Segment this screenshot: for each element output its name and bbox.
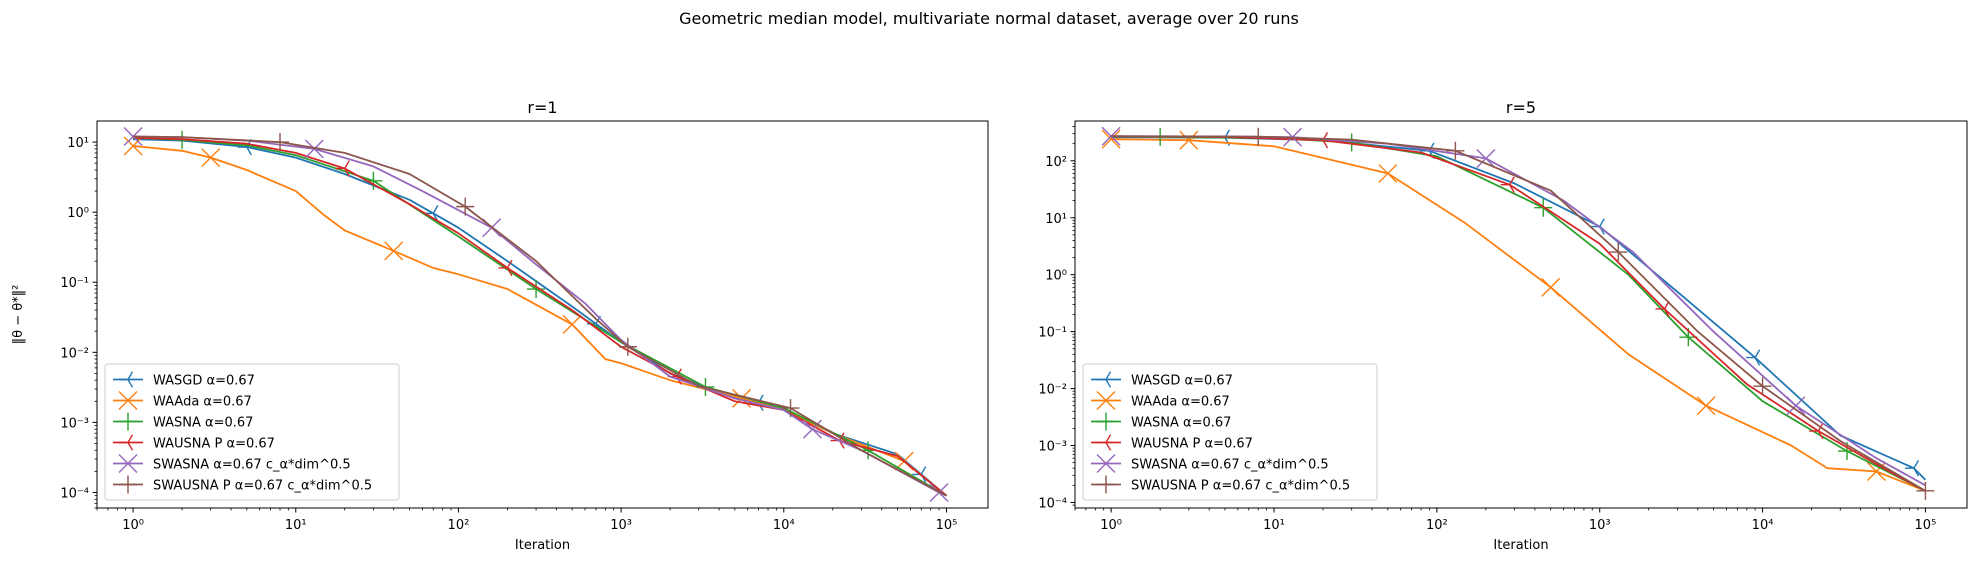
legend-entry: WAAda α=0.67 [153,395,252,410]
series-marker [1541,277,1561,297]
legend-entry: WASGD α=0.67 [153,374,255,389]
series-marker [1378,163,1398,183]
legend-marker [118,391,138,410]
series-marker [1916,481,1935,500]
series-marker [802,419,822,439]
y-tick-label: 10¹ [67,136,89,151]
y-tick-label: 10⁻¹ [60,276,89,291]
y-axis-label: ‖θ − θ*‖² [11,285,26,345]
x-tick-label: 10³ [610,518,632,533]
y-tick-label: 10⁻² [60,346,89,361]
legend-marker [119,475,137,494]
x-tick-label: 10² [448,518,470,533]
series-marker [781,399,800,418]
series-line [1111,135,1926,492]
series-marker [1753,377,1772,396]
series-marker [1446,141,1465,160]
legend-box [104,363,400,501]
y-tick-label: 10⁻¹ [1038,326,1067,341]
x-tick-label: 10¹ [1263,518,1285,533]
x-tick-label: 10¹ [285,518,307,533]
legend-entry: SWASNA α=0.67 c_α*dim^0.5 [153,458,351,473]
x-tick-label: 10⁴ [773,518,795,533]
series-marker [1101,129,1121,149]
y-tick-label: 10⁻³ [60,416,89,431]
legend-marker [118,454,138,473]
legend-entry: WASNA α=0.67 [153,416,253,431]
x-tick-label: 10² [1426,518,1448,533]
legend: WASGD α=0.67 WAAda α=0.67 WASNA α=0.67 WAUS… [104,363,400,501]
x-tick-label: 10⁰ [122,518,144,533]
plot-area [1101,126,1935,500]
panel-title: r=1 [527,98,557,117]
legend-entry: WAUSNA P α=0.67 [153,437,275,452]
series-marker [1500,176,1515,193]
chart-panel-r1: r=1 10⁰ 10¹ 10² 10³ 10⁴ 10⁵ 10⁻⁴ 10⁻³ 10⁻² 10⁻¹ 10⁰… [11,98,989,553]
plot-area [123,127,949,502]
y-tick-label: 10⁰ [67,206,89,221]
y-tick-label: 10¹ [1045,212,1067,227]
legend-marker [1097,475,1115,494]
y-tick-label: 10⁰ [1045,269,1067,284]
panel-title: r=5 [1506,98,1536,117]
axes-frame [96,120,989,509]
legend-marker [1096,454,1116,473]
series-marker [335,160,350,177]
series-marker [1786,396,1806,416]
x-tick-label: 10⁰ [1100,518,1122,533]
legend-entry: SWAUSNA P α=0.67 c_α*dim^0.5 [1131,479,1350,494]
x-tick-label: 10³ [1589,518,1611,533]
series-line [133,136,947,497]
x-axis-label: Iteration [1493,538,1548,553]
x-tick-label: 10⁵ [1915,518,1937,533]
legend-entry: SWASNA α=0.67 c_α*dim^0.5 [1131,458,1329,473]
series-marker [1696,396,1716,416]
series-marker [271,133,290,152]
series-marker [123,127,143,147]
legend-entry: WAUSNA P α=0.67 [1131,437,1253,452]
series-marker [456,197,475,216]
series-marker [498,259,513,277]
x-axis-label: Iteration [515,538,570,553]
legend-marker [119,371,134,388]
figure-suptitle: Geometric median model, multivariate nor… [679,9,1299,28]
series-marker [1904,460,1920,477]
series-line [1111,138,1926,492]
legend-marker [119,412,137,431]
legend-marker [1097,434,1112,451]
series-line [133,135,947,497]
legend-entry: WAAda α=0.67 [1131,395,1230,410]
legend-marker [119,434,134,451]
legend-entry: WASNA α=0.67 [1131,416,1231,431]
series-marker [562,314,582,334]
series-marker [1249,127,1268,146]
x-tick-label: 10⁴ [1752,518,1774,533]
series-marker [1746,349,1761,366]
legend-box [1082,363,1378,501]
y-tick-label: 10⁻³ [1038,440,1067,455]
legend-entry: WASGD α=0.67 [1131,374,1233,389]
series-marker [384,241,404,261]
series-marker [1609,243,1628,262]
y-tick-label: 10⁻² [1038,383,1067,398]
series-marker [527,280,546,299]
series-marker [304,139,324,159]
chart-panel-r5: r=5 10⁰ 10¹ 10² 10³ 10⁴ 10⁵ 10⁻⁴ 10⁻³ 10⁻² 10⁻¹ 10⁰… [1038,98,1968,553]
y-tick-label: 10⁻⁴ [1038,496,1067,511]
legend-marker [1096,391,1116,410]
legend: WASGD α=0.67 WAAda α=0.67 WASNA α=0.67 WAUS… [1082,363,1378,501]
series-marker [1476,148,1496,168]
legend-marker [1097,371,1112,388]
series-marker [618,337,637,356]
series-marker [201,148,221,168]
y-tick-label: 10⁻⁴ [60,486,89,501]
legend-entry: SWAUSNA P α=0.67 c_α*dim^0.5 [153,479,372,494]
series-marker [123,136,143,156]
x-tick-label: 10⁵ [936,518,958,533]
series-line [133,136,948,497]
y-tick-label: 10² [1045,155,1067,170]
series-marker [1179,130,1199,150]
legend-marker [1097,412,1115,431]
